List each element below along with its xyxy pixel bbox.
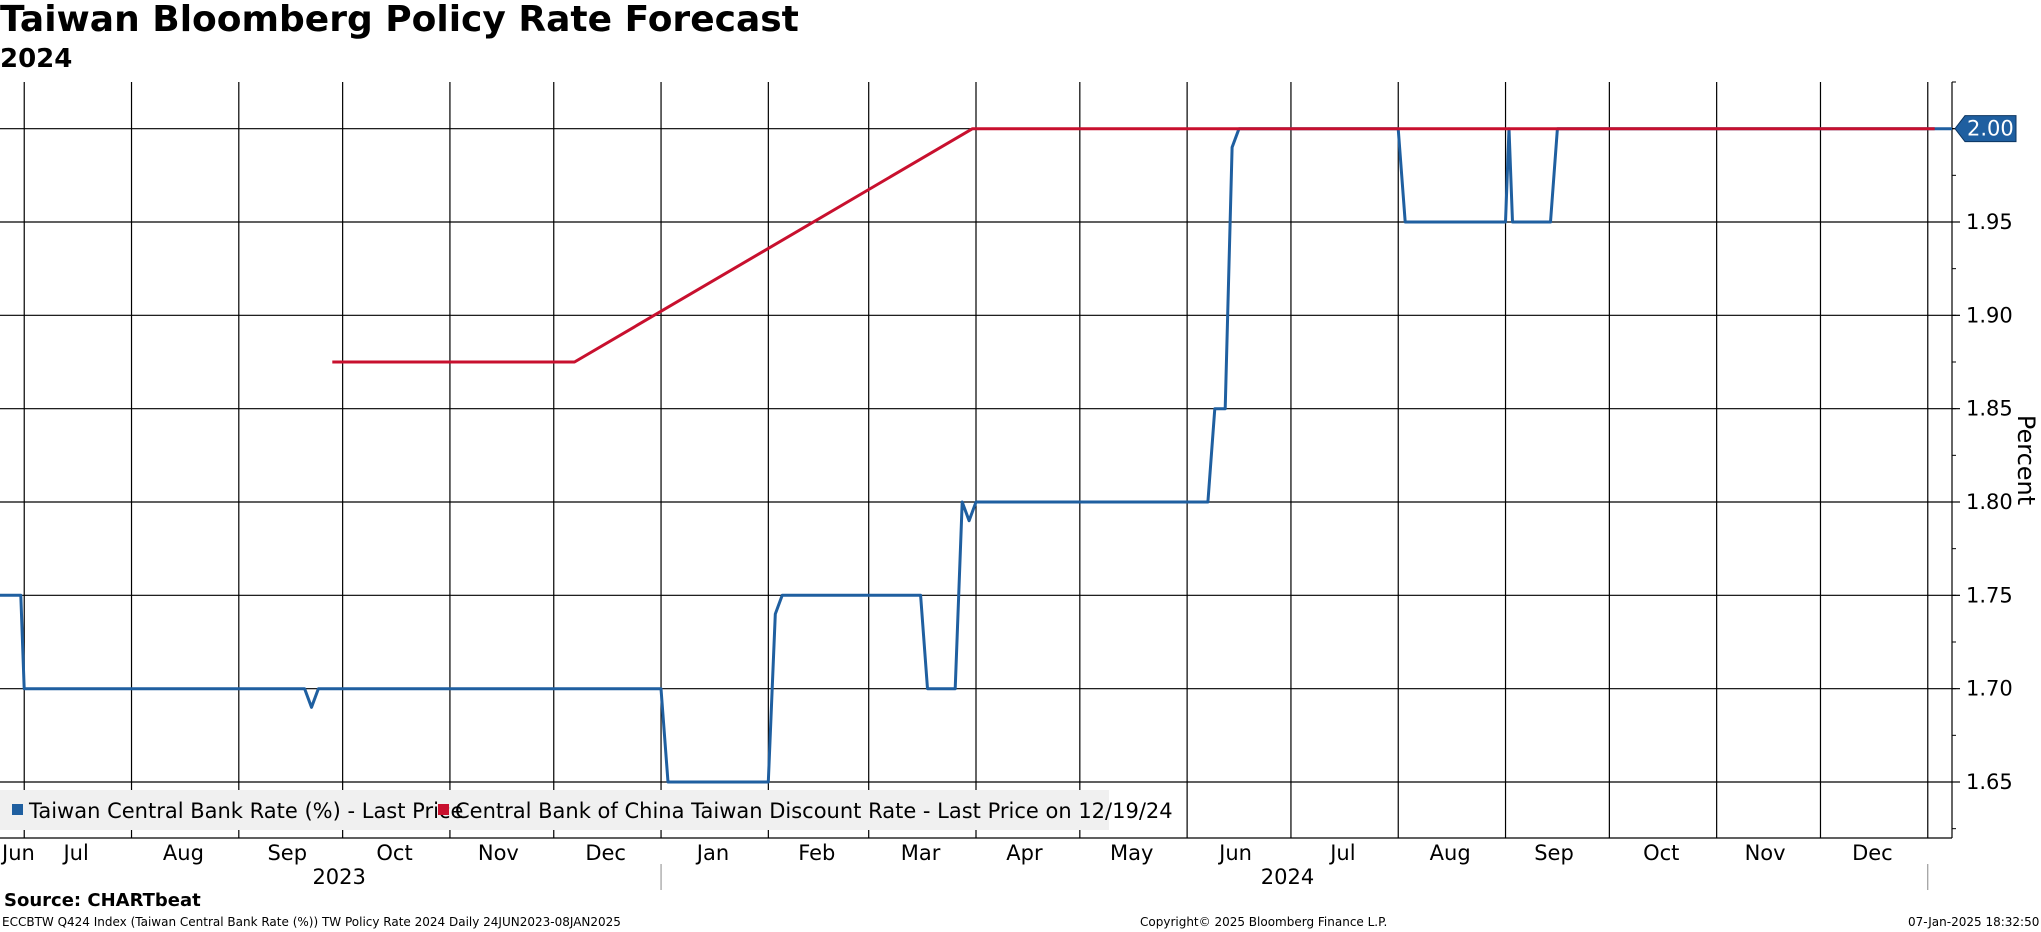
source-note: Source: CHARTbeat [4, 890, 201, 911]
y-tick-label: 1.90 [1966, 303, 2013, 327]
x-tick-label: Nov [1745, 841, 1786, 865]
x-tick-label: Dec [1852, 841, 1893, 865]
y-axis-label: Percent [2012, 415, 2040, 505]
y-tick-label: 1.95 [1966, 210, 2013, 234]
x-tick-label: Apr [1006, 841, 1043, 865]
x-tick-label: Jul [1328, 841, 1355, 865]
last-value-tag: 2.00 [1954, 115, 2017, 143]
x-tick-label: Dec [585, 841, 626, 865]
y-tick-label: 1.65 [1966, 770, 2013, 794]
line-chart: 1.65 1.70 1.75 1.80 1.85 1.90 1.95 Jun Jul Aug Se… [0, 81, 2040, 890]
legend-swatch [438, 804, 449, 815]
x-tick-label: Jan [695, 841, 729, 865]
last-value-text: 2.00 [1967, 117, 2014, 141]
legend-item-label: Central Bank of China Taiwan Discount Ra… [455, 799, 1173, 823]
chart-title: Taiwan Bloomberg Policy Rate Forecast [0, 0, 799, 40]
footer-timestamp: 07-Jan-2025 18:32:50 [1908, 915, 2040, 929]
x-axis-ticks: Jun Jul Aug Sep Oct Nov Dec Jan Feb Mar Apr May Jun J… [0, 841, 1929, 890]
y-axis-ticks: 1.65 1.70 1.75 1.80 1.85 1.90 1.95 [1952, 81, 2013, 830]
footer-ticker-info: ECCBTW Q424 Index (Taiwan Central Bank R… [2, 915, 621, 929]
series-line-central-bank-rate [0, 127, 1952, 784]
x-tick-label: Jun [0, 841, 35, 865]
x-tick-label: Jun [1217, 841, 1252, 865]
x-tick-label: Jul [61, 841, 88, 865]
x-tick-label: Aug [163, 841, 204, 865]
year-label: 2023 [312, 865, 365, 889]
legend-item-label: Taiwan Central Bank Rate (%) - Last Pric… [28, 799, 463, 823]
chart-frame [0, 82, 1953, 839]
y-tick-label: 1.85 [1966, 397, 2013, 421]
x-tick-label: Sep [267, 841, 307, 865]
chart-subtitle: 2024 [0, 44, 73, 74]
chart-grid [0, 82, 1952, 838]
x-tick-label: Oct [376, 841, 412, 865]
x-tick-label: Feb [798, 841, 835, 865]
legend: Taiwan Central Bank Rate (%) - Last Pric… [0, 790, 1173, 830]
legend-swatch [12, 804, 23, 815]
footer-copyright: Copyright© 2025 Bloomberg Finance L.P. [1140, 915, 1388, 929]
legend-box [0, 790, 1109, 830]
year-label: 2024 [1261, 865, 1314, 889]
chart-series [0, 127, 1952, 784]
series-line-discount-rate [332, 127, 1935, 364]
x-tick-label: Mar [901, 841, 941, 865]
y-tick-label: 1.70 [1966, 677, 2013, 701]
y-tick-label: 1.80 [1966, 490, 2013, 514]
x-tick-label: Oct [1643, 841, 1679, 865]
x-tick-label: Sep [1534, 841, 1574, 865]
x-tick-label: Aug [1430, 841, 1471, 865]
y-tick-label: 1.75 [1966, 583, 2013, 607]
x-tick-label: May [1110, 841, 1153, 865]
x-tick-label: Nov [478, 841, 519, 865]
last-value-badge [1954, 115, 2017, 143]
